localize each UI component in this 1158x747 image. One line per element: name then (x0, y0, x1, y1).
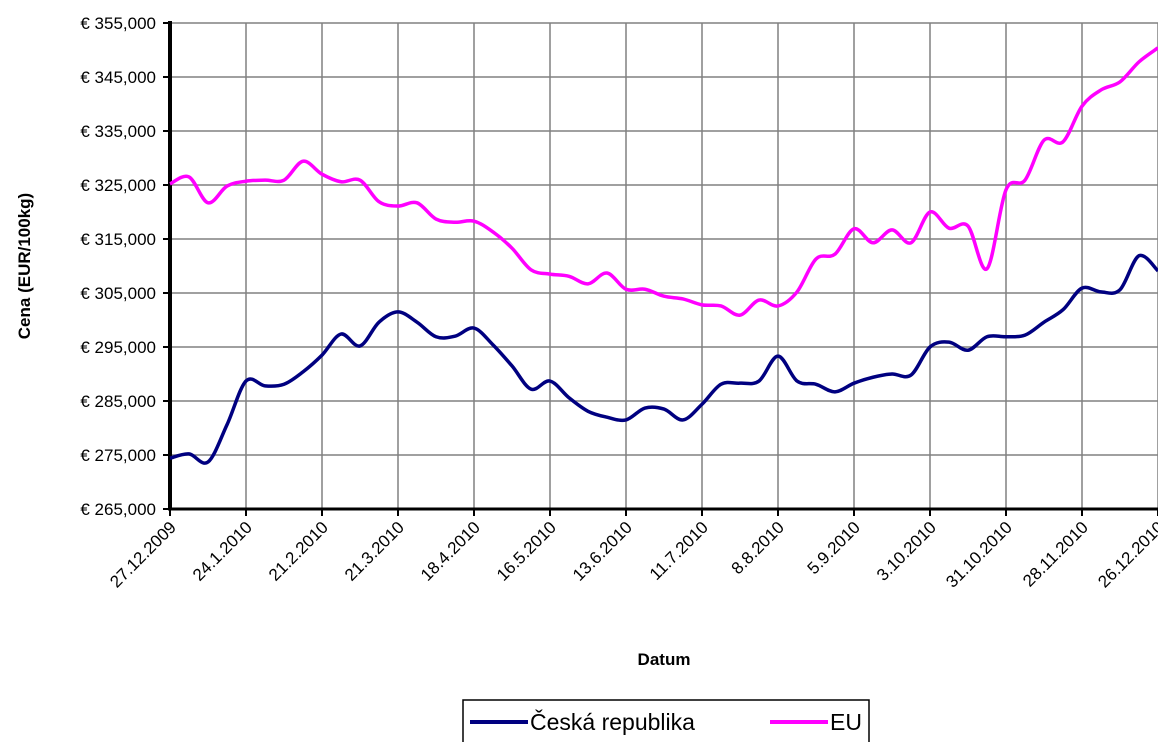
x-tick-label: 18.4.2010 (417, 518, 484, 585)
x-tick-label: 5.9.2010 (804, 518, 864, 578)
x-tick-label: 16.5.2010 (493, 518, 560, 585)
legend-label: Česká republika (530, 708, 695, 735)
y-tick-label: € 325,000 (80, 176, 156, 195)
y-tick-label: € 355,000 (80, 14, 156, 33)
x-tick-label: 13.6.2010 (569, 518, 636, 585)
x-tick-label: 21.2.2010 (265, 518, 332, 585)
y-tick-label: € 335,000 (80, 122, 156, 141)
line-series (169, 46, 1158, 317)
y-tick-label: € 285,000 (80, 392, 156, 411)
y-axis-title: Cena (EUR/100kg) (15, 193, 34, 339)
x-tick-label: 21.3.2010 (341, 518, 408, 585)
x-tick-label: 3.10.2010 (873, 518, 940, 585)
legend-label: EU (830, 709, 862, 735)
line-series (169, 253, 1158, 465)
y-tick-label: € 295,000 (80, 338, 156, 357)
x-tick-label: 31.10.2010 (942, 518, 1016, 592)
y-tick-label: € 315,000 (80, 230, 156, 249)
x-tick-label: 11.7.2010 (646, 518, 712, 584)
x-tick-label: 8.8.2010 (728, 518, 788, 578)
y-tick-label: € 275,000 (80, 446, 156, 465)
x-tick-label: 28.11.2010 (1019, 518, 1092, 591)
x-tick-label: 24.1.2010 (189, 518, 256, 585)
x-axis-title: Datum (638, 650, 691, 669)
y-tick-label: € 265,000 (80, 500, 156, 519)
y-tick-label: € 305,000 (80, 284, 156, 303)
x-tick-label: 26.12.2010 (1094, 518, 1158, 592)
x-tick-label: 27.12.2009 (106, 518, 180, 592)
y-tick-label: € 345,000 (80, 68, 156, 87)
